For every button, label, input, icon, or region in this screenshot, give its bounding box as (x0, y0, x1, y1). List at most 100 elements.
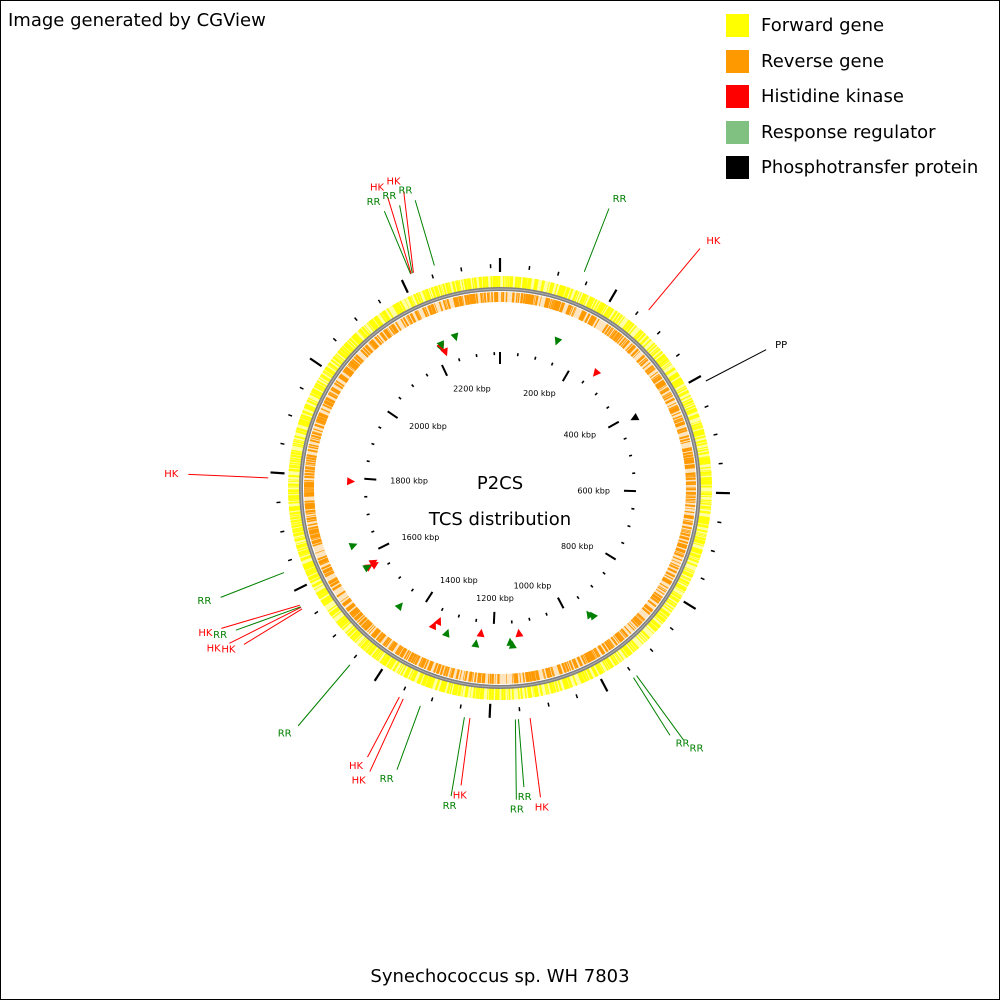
forward-gene (392, 660, 401, 672)
reverse-gene (304, 472, 315, 476)
forward-gene (677, 577, 690, 585)
reverse-gene (674, 418, 684, 424)
forward-gene (337, 350, 348, 360)
reverse-gene (341, 597, 352, 606)
reverse-gene (315, 419, 326, 425)
reverse-gene (674, 550, 685, 555)
callout-line (403, 191, 414, 273)
forward-gene (539, 280, 545, 293)
forward-gene (293, 532, 306, 537)
forward-gene (332, 356, 344, 366)
reverse-gene (674, 420, 685, 426)
outer-tick (575, 694, 579, 699)
forward-gene (333, 355, 344, 365)
reverse-gene (548, 298, 553, 309)
reverse-gene (614, 333, 623, 343)
reverse-gene (626, 344, 636, 354)
forward-gene (302, 409, 315, 417)
callout-label: RR (380, 774, 394, 785)
ruler-label: 1000 kbp (514, 581, 552, 590)
reverse-gene (402, 316, 410, 327)
ruler-label: 2200 kbp (453, 385, 491, 394)
forward-gene (557, 679, 563, 692)
reverse-gene (551, 299, 556, 310)
reverse-gene (305, 461, 316, 465)
forward-gene (574, 291, 580, 303)
reverse-gene (342, 599, 353, 607)
forward-gene (655, 612, 666, 622)
tcs-marker (586, 610, 595, 620)
forward-gene (687, 556, 700, 564)
ruler-label: 1400 kbp (440, 576, 478, 585)
reverse-gene (627, 345, 637, 355)
forward-gene (347, 626, 358, 637)
forward-gene (403, 665, 411, 678)
forward-gene (690, 547, 703, 553)
reverse-gene (307, 522, 318, 527)
legend-label: Phosphotransfer protein (761, 157, 979, 179)
forward-gene (322, 371, 333, 379)
forward-gene (528, 278, 532, 291)
reverse-gene (350, 360, 360, 369)
reverse-gene (388, 326, 396, 336)
forward-gene (488, 687, 491, 700)
reverse-gene (645, 366, 655, 374)
forward-gene (304, 566, 317, 573)
reverse-gene (553, 300, 559, 311)
reverse-gene (676, 426, 687, 432)
reverse-gene (568, 660, 575, 671)
forward-gene (681, 571, 693, 578)
reverse-gene (675, 547, 686, 553)
reverse-gene (662, 392, 672, 399)
forward-gene (568, 675, 573, 688)
reverse-gene (310, 434, 322, 440)
reverse-gene (306, 514, 317, 518)
reverse-gene (608, 329, 616, 338)
ruler-tick (378, 426, 382, 429)
forward-gene (585, 668, 593, 680)
reverse-gene (671, 411, 681, 417)
reverse-gene (366, 624, 375, 633)
forward-gene (348, 337, 359, 348)
reverse-gene (379, 634, 387, 644)
forward-gene (479, 687, 483, 700)
reverse-gene (632, 618, 640, 627)
forward-gene (699, 476, 712, 480)
reverse-gene (550, 666, 555, 677)
reverse-gene (522, 672, 526, 683)
reverse-gene (618, 337, 627, 346)
outer-tick (400, 279, 409, 294)
forward-gene (512, 687, 515, 700)
forward-gene (329, 606, 340, 614)
reverse-gene (557, 664, 563, 675)
forward-gene (692, 430, 705, 436)
callout-label: HK (349, 761, 364, 772)
reverse-gene (601, 643, 608, 653)
reverse-gene (327, 393, 338, 400)
reverse-gene (516, 673, 519, 684)
reverse-gene (592, 648, 600, 658)
forward-gene (699, 471, 712, 475)
reverse-gene (522, 293, 526, 304)
reverse-gene (560, 302, 566, 313)
forward-gene (614, 314, 623, 325)
forward-gene (516, 276, 520, 289)
forward-gene (554, 680, 559, 693)
reverse-gene (306, 454, 317, 459)
forward-gene (679, 395, 691, 402)
forward-gene (603, 306, 611, 318)
forward-gene (698, 507, 711, 510)
forward-gene (426, 675, 433, 688)
outer-tick (431, 274, 435, 279)
forward-gene (562, 286, 567, 299)
forward-gene (476, 686, 479, 699)
forward-gene (519, 686, 524, 699)
reverse-gene (362, 620, 371, 629)
forward-gene (393, 303, 401, 316)
reverse-gene (389, 325, 396, 335)
reverse-gene (355, 354, 365, 363)
forward-gene (289, 459, 302, 462)
reverse-gene (652, 376, 663, 384)
forward-gene (300, 415, 312, 421)
forward-gene (303, 406, 316, 413)
